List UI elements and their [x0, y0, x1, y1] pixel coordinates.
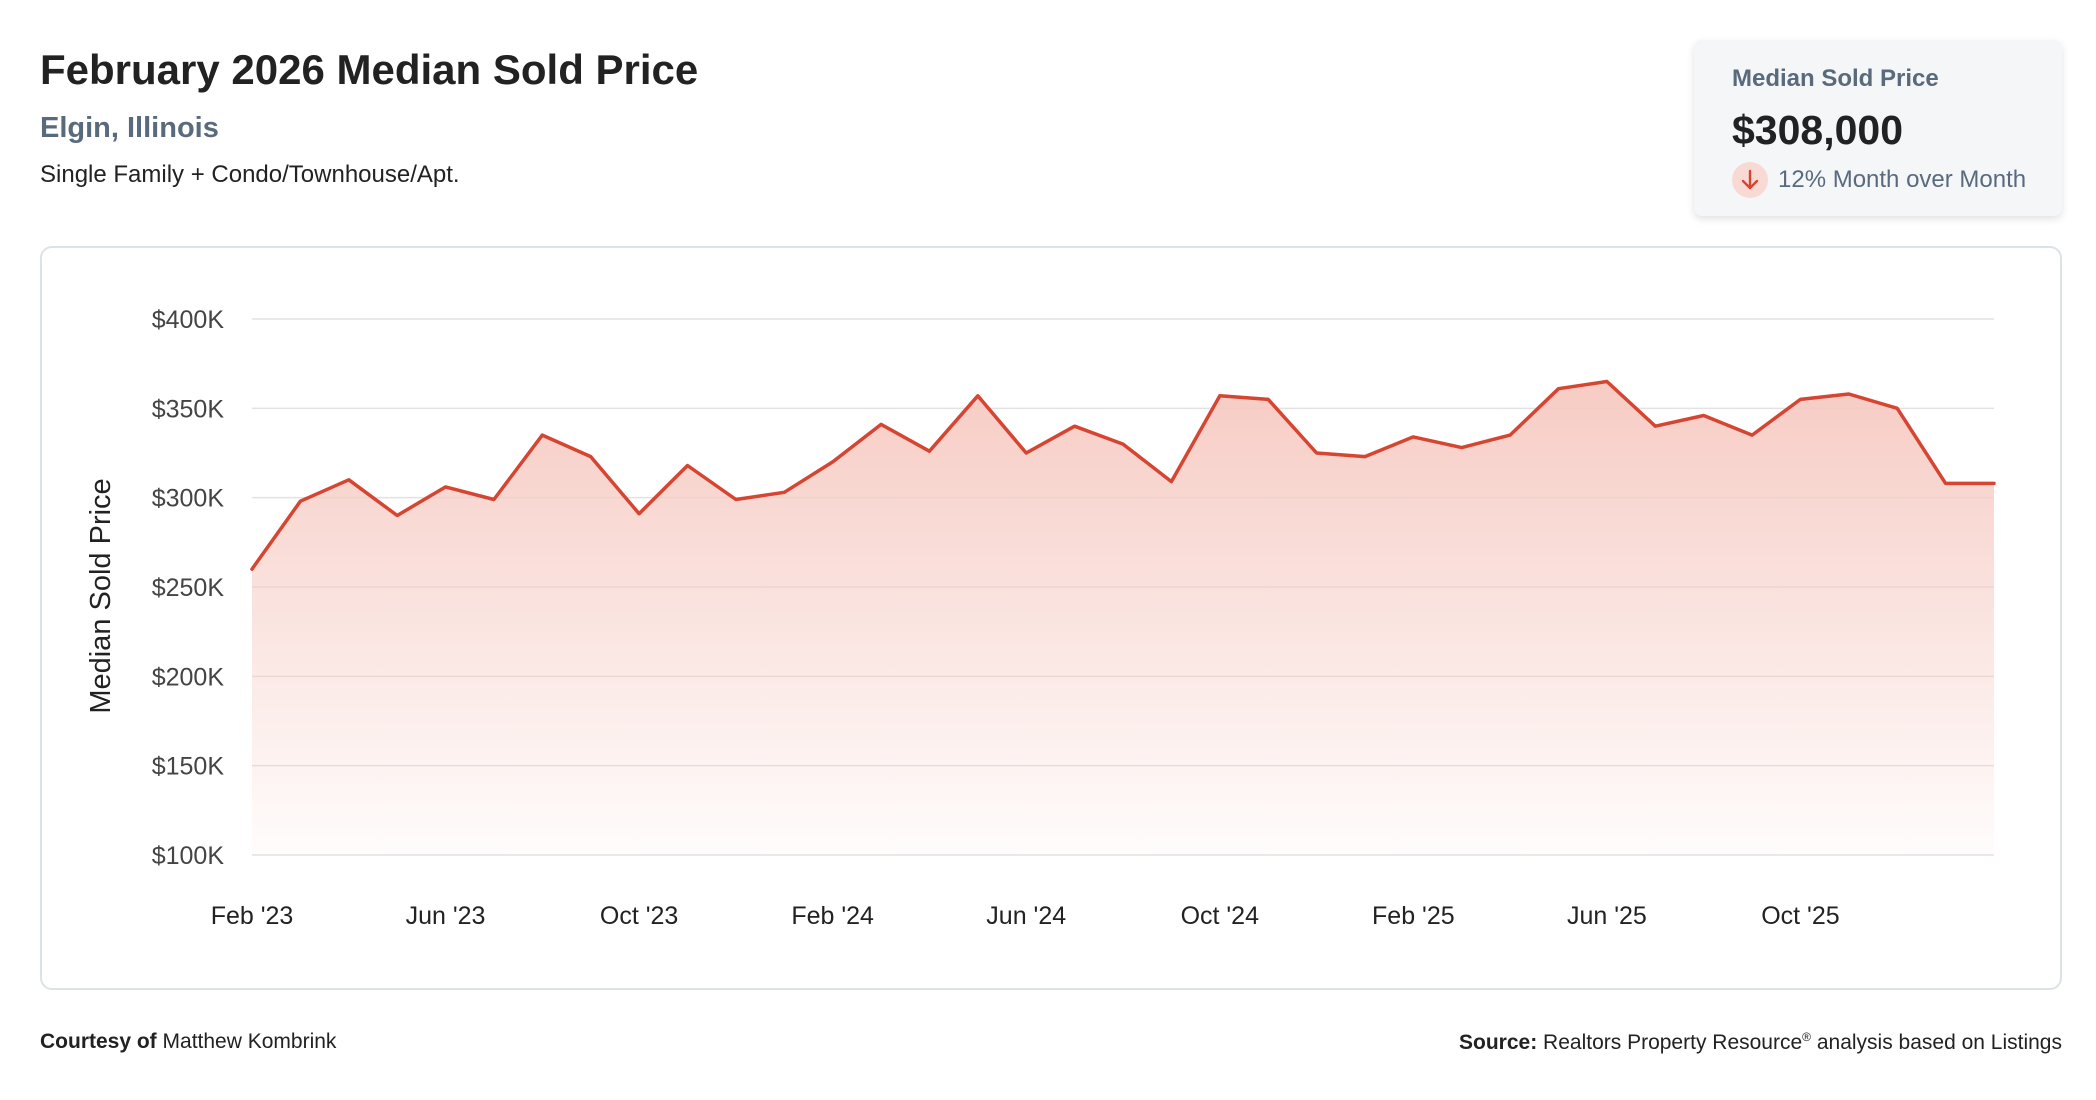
- data-point[interactable]: [1119, 440, 1127, 448]
- stat-label: Median Sold Price: [1732, 65, 1939, 92]
- x-tick-label: Feb '24: [791, 902, 874, 930]
- data-point[interactable]: [877, 420, 885, 428]
- data-point[interactable]: [1748, 431, 1756, 439]
- data-point[interactable]: [296, 497, 304, 505]
- data-point[interactable]: [1893, 404, 1901, 412]
- median-price-chart: $100K $150K $200K $250K $300K $350K $400K Feb …: [85, 306, 1998, 930]
- courtesy-name: Matthew Kombrink: [162, 1030, 337, 1053]
- source-text: Realtors Property Resource: [1543, 1031, 1803, 1054]
- header: February 2026 Median Sold Price Elgin, I…: [40, 40, 698, 192]
- page-title: February 2026 Median Sold Price: [40, 46, 699, 93]
- stat-card: Median Sold Price $308,000 12% Month ove…: [1694, 40, 2062, 216]
- y-tick-label: $100K: [152, 842, 225, 870]
- data-point[interactable]: [393, 512, 401, 520]
- data-point[interactable]: [1942, 479, 1950, 487]
- x-tick-label: Oct '24: [1181, 902, 1260, 930]
- data-point[interactable]: [1167, 478, 1175, 486]
- data-point[interactable]: [538, 431, 546, 439]
- data-point[interactable]: [442, 483, 450, 491]
- stat-change-text: 12% Month over Month: [1778, 166, 2027, 193]
- data-point[interactable]: [1071, 422, 1079, 430]
- stat-value: $308,000: [1732, 107, 1904, 153]
- data-point[interactable]: [635, 510, 643, 518]
- data-point[interactable]: [1458, 444, 1466, 452]
- data-point[interactable]: [1361, 453, 1369, 461]
- y-tick-label: $250K: [152, 574, 225, 602]
- data-point[interactable]: [345, 476, 353, 484]
- data-point[interactable]: [925, 447, 933, 455]
- source-suffix: analysis based on Listings: [1811, 1031, 2062, 1054]
- courtesy-line: Courtesy of Matthew Kombrink: [40, 1030, 336, 1054]
- chart-panel: $100K $150K $200K $250K $300K $350K $400K Feb …: [40, 246, 2062, 990]
- data-point[interactable]: [1990, 479, 1998, 487]
- x-tick-label: Feb '23: [211, 902, 294, 930]
- data-point[interactable]: [1651, 422, 1659, 430]
- data-point[interactable]: [490, 495, 498, 503]
- data-point[interactable]: [1506, 431, 1514, 439]
- data-point[interactable]: [1313, 449, 1321, 457]
- location-label: Elgin, Illinois: [40, 112, 219, 144]
- data-point[interactable]: [974, 392, 982, 400]
- x-tick-label: Jun '24: [986, 902, 1066, 930]
- data-point[interactable]: [829, 458, 837, 466]
- data-point[interactable]: [1700, 411, 1708, 419]
- data-point[interactable]: [248, 565, 256, 573]
- y-tick-label: $150K: [152, 753, 225, 781]
- y-tick-label: $350K: [152, 395, 225, 423]
- property-types-label: Single Family + Condo/Townhouse/Apt.: [40, 161, 460, 188]
- x-tick-label: Oct '23: [600, 902, 678, 930]
- data-point[interactable]: [1845, 390, 1853, 398]
- y-tick-label: $200K: [152, 663, 225, 691]
- y-tick-label: $400K: [152, 306, 225, 334]
- x-tick-label: Oct '25: [1761, 902, 1839, 930]
- series-area: [252, 381, 1994, 855]
- source-line: Source: Realtors Property Resource® anal…: [1459, 1030, 2062, 1055]
- data-point[interactable]: [1264, 395, 1272, 403]
- source-label: Source:: [1459, 1031, 1538, 1054]
- data-point[interactable]: [1796, 395, 1804, 403]
- series-line: [250, 379, 1996, 571]
- data-point[interactable]: [1409, 433, 1417, 441]
- y-axis-label: Median Sold Price: [85, 478, 117, 713]
- data-point[interactable]: [684, 462, 692, 470]
- registered-mark: ®: [1802, 1030, 1811, 1044]
- data-point[interactable]: [1022, 449, 1030, 457]
- data-point[interactable]: [587, 453, 595, 461]
- data-point[interactable]: [1603, 378, 1611, 386]
- courtesy-label: Courtesy of: [40, 1030, 157, 1053]
- x-tick-label: Jun '23: [406, 902, 486, 930]
- x-tick-label: Feb '25: [1372, 902, 1455, 930]
- x-tick-label: Jun '25: [1567, 902, 1647, 930]
- stat-change: 12% Month over Month: [1732, 162, 2062, 198]
- data-point[interactable]: [1216, 392, 1224, 400]
- data-point[interactable]: [732, 495, 740, 503]
- data-point[interactable]: [1555, 385, 1563, 393]
- y-tick-label: $300K: [152, 485, 225, 513]
- arrow-down-icon: [1732, 162, 1768, 198]
- data-point[interactable]: [780, 488, 788, 496]
